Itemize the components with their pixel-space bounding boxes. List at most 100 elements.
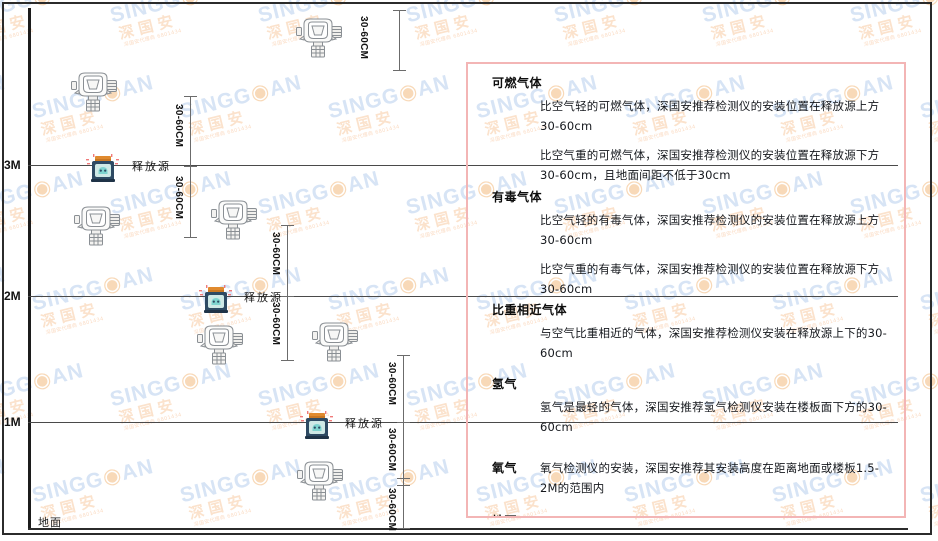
dimension-label: 30-60CM	[270, 302, 281, 346]
watermark-text-cn: 深国安	[38, 298, 102, 331]
vertical-axis	[28, 8, 31, 528]
watermark-text-en: SINGG◉AN	[0, 454, 8, 486]
dimension-tick	[281, 296, 294, 297]
dimension-label: 30-60CM	[270, 232, 281, 276]
axis-label-1m: 1M	[4, 415, 21, 429]
gas-detector-icon	[69, 202, 125, 248]
dimension-line-middle	[287, 225, 288, 360]
dimension-tick	[281, 360, 294, 361]
watermark-text-en: SINGG◉AN	[29, 454, 156, 508]
section-paragraph: 比空气重的有毒气体，深国安推荐检测仪的安装位置在释放源下方30-60cm	[540, 261, 880, 296]
watermark-text-en: SINGG◉AN	[255, 358, 382, 412]
release-source-icon	[297, 409, 337, 443]
release-source-label: 释放源	[345, 417, 384, 430]
section-title: 可燃气体	[492, 76, 543, 90]
gas-detector-icon	[206, 196, 262, 242]
dimension-tick	[184, 96, 197, 97]
watermark-dot-icon: ◉	[248, 78, 273, 106]
level-line-1m	[28, 422, 898, 423]
watermark-dot-icon: ◉	[622, 0, 646, 10]
watermark-text-en: SINGG◉AN	[0, 358, 86, 412]
release-source-icon	[196, 283, 236, 317]
ground-line	[28, 528, 908, 530]
watermark-dot-icon: ◉	[396, 78, 421, 106]
watermark-text-cn: 深国安	[116, 394, 180, 427]
dimension-tick	[397, 485, 410, 486]
watermark-text-en: SINGG◉AN	[0, 0, 86, 27]
watermark-subtext: 深国安代理商 6801434	[0, 27, 35, 48]
gas-detector-icon	[291, 14, 347, 60]
section-paragraph: 比空气轻的有毒气体，深国安推荐检测仪的安装位置在释放源上方30-60cm	[540, 212, 880, 247]
section-paragraph: 比空气重的可燃气体，深国安推荐检测仪的安装位置在释放源下方30-60cm，且地面…	[540, 148, 880, 183]
section-title: 有毒气体	[492, 189, 543, 204]
watermark-text-en: SINGG◉AN	[177, 454, 304, 508]
watermark-text-en: SINGG◉AN	[917, 83, 938, 124]
watermark-subtext: 深国安代理商 6801434	[933, 124, 938, 144]
gas-detector-icon	[292, 457, 348, 503]
dimension-label: 30-60CM	[386, 488, 397, 532]
watermark-text-cn: 深国安	[926, 490, 938, 523]
dimension-tick	[184, 166, 197, 167]
watermark-dot-icon: ◉	[918, 0, 938, 10]
dimension-tick	[397, 355, 410, 356]
section-spacer	[482, 365, 890, 375]
watermark-dot-icon: ◉	[326, 174, 351, 202]
watermark-text-en: SINGG◉AN	[177, 70, 304, 124]
watermark-text-cn: 深国安	[334, 106, 398, 139]
section-paragraph: 与空气比重相近的气体，深国安推荐检测仪安装在释放源上下的30-60cm	[540, 326, 887, 361]
info-panel: 可燃气体 比空气轻的可燃气体，深国安推荐检测仪的安装位置在释放源上方30-60cm…	[466, 62, 906, 518]
watermark-dot-icon: ◉	[770, 0, 794, 10]
section-spacer	[482, 440, 890, 458]
watermark-text-en: SINGG◉AN	[325, 262, 452, 316]
section-title: 氢气	[492, 377, 518, 392]
panel-section-oxygen: 氧气 氧气检测仪的安装，深国安推荐其安装高度在距离地面或楼板1.5-2M的范围内	[482, 458, 890, 498]
dimension-tick	[397, 478, 410, 479]
axis-label-3m: 3M	[4, 158, 21, 172]
watermark-dot-icon: ◉	[100, 270, 125, 298]
watermark-dot-icon: ◉	[30, 0, 54, 10]
dimension-label: 30-60CM	[386, 428, 397, 472]
watermark-subtext: 深国安代理商 6801434	[45, 315, 105, 336]
panel-section-toxic: 有毒气体比空气轻的有毒气体，深国安推荐检测仪的安装位置在释放源上方30-60cm…	[482, 188, 890, 300]
gas-detector-icon	[192, 321, 248, 367]
watermark-subtext: 深国安代理商 6801434	[933, 508, 938, 528]
ground-label: 地面	[38, 516, 62, 529]
release-source-icon	[83, 152, 123, 186]
watermark-text-en: SINGG◉AN	[29, 262, 156, 316]
watermark-text-en: SINGG◉AN	[108, 0, 234, 27]
watermark-text-cn: 深国安	[0, 476, 12, 523]
axis-label-2m: 2M	[4, 289, 21, 303]
section-paragraph: 氧气检测仪的安装，深国安推荐其安装高度在距离地面或楼板1.5-2M的范围内	[540, 460, 880, 495]
watermark-dot-icon: ◉	[178, 0, 202, 10]
dimension-label: 30-60CM	[358, 16, 369, 60]
watermark-dot-icon: ◉	[178, 366, 203, 394]
watermark-text-en: SINGG◉AN	[107, 358, 234, 412]
watermark-text-en: SINGG◉AN	[404, 0, 530, 27]
watermark-text-cn: 深国安	[560, 10, 624, 43]
watermark-text-en: SINGG◉AN	[917, 275, 938, 316]
section-title: 比重相近气体	[492, 303, 568, 317]
watermark-dot-icon: ◉	[30, 366, 55, 394]
watermark-subtext: 深国安代理商 6801434	[863, 27, 923, 48]
watermark-text-cn: 深国安	[116, 10, 180, 43]
dimension-tick	[397, 528, 410, 529]
watermark-dot-icon: ◉	[474, 0, 498, 10]
watermark-text-en: SINGG◉AN	[700, 0, 826, 27]
watermark-dot-icon: ◉	[396, 270, 421, 298]
watermark-dot-icon: ◉	[326, 366, 351, 394]
watermark-text-en: SINGG◉AN	[848, 0, 938, 27]
watermark-subtext: 深国安代理商 6801434	[123, 411, 183, 432]
